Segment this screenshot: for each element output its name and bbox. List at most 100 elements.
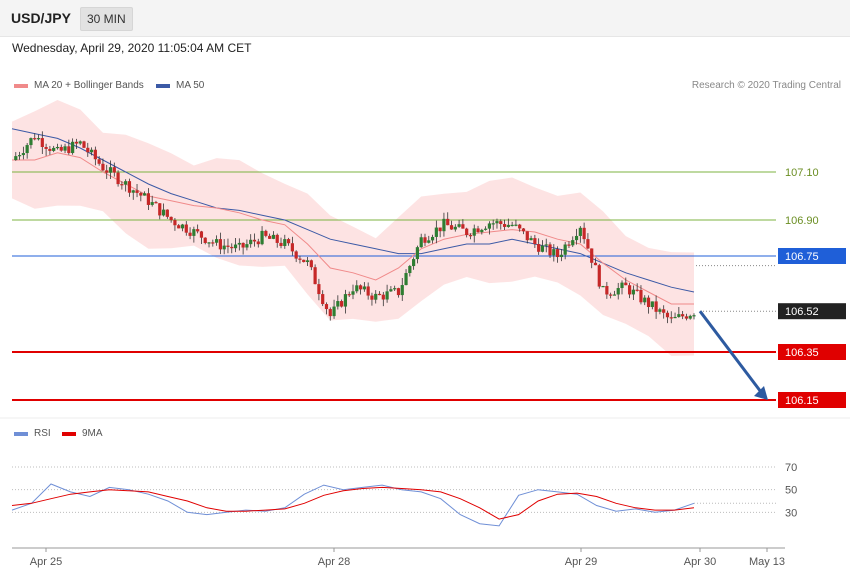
candle-body (396, 288, 401, 296)
candle-body (215, 239, 219, 243)
candle-body (286, 239, 291, 244)
candle-body (540, 245, 545, 252)
legend-rsi-ma: 9MA (62, 428, 103, 439)
rsi-ma-swatch (62, 431, 76, 436)
candle-body (279, 242, 283, 247)
candle-body (593, 262, 598, 266)
candle-body (71, 141, 75, 154)
candle-body (518, 224, 522, 229)
candle-body (86, 147, 90, 153)
candle-body (620, 282, 624, 289)
candle-body (514, 224, 518, 226)
price-levels: 107.10 106.90 106.75 106.52 106.35 106.15 (12, 167, 846, 408)
rsi-level-label-30: 30 (785, 507, 797, 519)
time-tick-apr-25: Apr 25 (30, 556, 62, 568)
candle-body (340, 301, 344, 307)
candle-body (105, 170, 109, 173)
candle-body (143, 193, 147, 196)
candle-body (93, 149, 97, 160)
candle-body (468, 235, 473, 237)
candle-body (544, 244, 548, 246)
candle-body (605, 286, 609, 295)
candle-body (639, 289, 643, 303)
candle-body (328, 309, 332, 317)
candle-body (586, 239, 590, 249)
forecast-arrow-head (754, 386, 768, 400)
candle-body (358, 285, 363, 290)
candle-body (275, 234, 279, 243)
candle-body (415, 247, 420, 260)
candle-body (313, 267, 317, 285)
candle-body (52, 147, 56, 151)
candle-body (582, 227, 586, 240)
legend-rsi: RSI (14, 428, 51, 439)
candle-body (196, 229, 200, 232)
candle-body (226, 245, 230, 247)
candle-body (101, 163, 105, 171)
candle-body (646, 297, 651, 308)
candle-body (624, 282, 628, 286)
candle-body (681, 314, 685, 317)
level-label-106.75: 106.75 (785, 251, 819, 263)
rsi-level-label-50: 50 (785, 485, 797, 497)
copyright: Research © 2020 Trading Central (691, 80, 841, 91)
candle-body (438, 227, 442, 232)
candle-body (446, 218, 450, 226)
candle-body (669, 317, 673, 319)
candle-body (563, 244, 567, 255)
legend-ma50-label: MA 50 (176, 80, 205, 91)
candle-body (177, 225, 181, 229)
candle-body (82, 141, 86, 148)
candle-body (207, 242, 211, 244)
candle-body (97, 159, 101, 164)
candle-body (78, 141, 82, 144)
timestamp: Wednesday, April 29, 2020 11:05:04 AM CE… (12, 41, 252, 55)
candle-body (146, 193, 150, 205)
candle-body (525, 231, 529, 241)
candle-body (305, 260, 310, 263)
candle-body (271, 234, 276, 239)
bollinger-band (12, 100, 694, 356)
candle-body (381, 294, 385, 300)
candle-body (529, 238, 533, 241)
candle-body (491, 223, 495, 225)
candle-body (567, 244, 571, 246)
time-tick-apr-29: Apr 29 (565, 556, 597, 568)
candle-body (139, 192, 143, 196)
candle-body (684, 316, 689, 319)
candle-body (635, 289, 639, 291)
bollinger-band-area (12, 100, 694, 356)
candle-body (67, 146, 71, 154)
candle-body (343, 294, 348, 307)
candle-body (256, 241, 260, 245)
candle-body (237, 242, 241, 245)
candle-body (408, 266, 412, 274)
candle-body (161, 209, 166, 216)
candle-body (290, 243, 294, 252)
candle-body (218, 239, 222, 250)
candle-body (665, 312, 670, 318)
level-label-106.52: 106.52 (785, 306, 819, 318)
candle-body (347, 294, 351, 296)
candle-body (14, 156, 18, 160)
candle-body (533, 238, 537, 245)
candle-body (484, 228, 488, 230)
legend-ma20-label: MA 20 + Bollinger Bands (34, 80, 144, 91)
candle-body (556, 249, 560, 258)
candle-body (188, 232, 192, 236)
candle-body (332, 306, 336, 317)
level-label-106.35: 106.35 (785, 347, 819, 359)
candle-body (461, 224, 465, 229)
candle-body (627, 285, 632, 295)
timeframe-button[interactable]: 30 MIN (80, 7, 133, 31)
ma20-swatch (14, 83, 28, 88)
candle-body (650, 301, 654, 308)
candle-body (537, 244, 541, 252)
candle-body (154, 202, 158, 204)
candle-body (264, 230, 268, 236)
candle-body (389, 289, 393, 292)
candle-body (612, 294, 617, 296)
candle-body (597, 265, 601, 287)
level-tag-106.15 (778, 392, 846, 408)
candle-body (495, 221, 499, 224)
